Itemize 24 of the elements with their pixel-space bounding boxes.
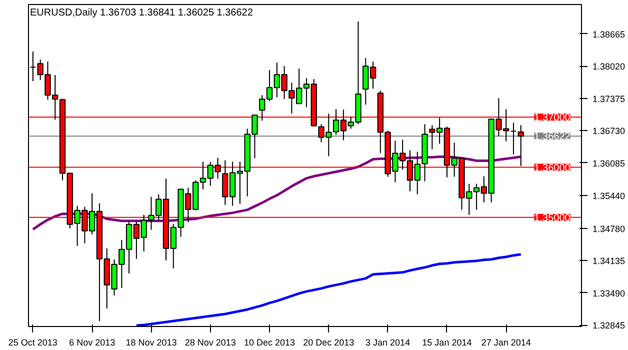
x-tick-label: 15 Jan 2014: [422, 338, 472, 348]
x-tick-label: 10 Dec 2013: [244, 338, 296, 348]
chart-title: EURUSD,Daily 1.36703 1.36841 1.36025 1.36622: [30, 8, 254, 18]
y-tick-label: 1.37375: [592, 94, 626, 104]
x-tick-label: 3 Jan 2014: [366, 338, 410, 348]
y-tick-label: 1.33490: [592, 288, 626, 298]
x-tick-label: 6 Nov 2013: [69, 338, 116, 348]
y-tick-label: 1.32845: [592, 320, 626, 331]
x-tick-label: 25 Oct 2013: [8, 338, 58, 348]
x-tick-label: 20 Dec 2013: [303, 338, 354, 348]
ref-line-label: 1.36000: [534, 162, 571, 174]
y-tick-label: 1.36085: [592, 158, 626, 168]
y-tick-label: 1.34135: [592, 256, 626, 266]
x-tick-label: 28 Nov 2013: [184, 338, 236, 348]
y-tick-label: 1.35440: [592, 190, 626, 201]
y-tick-label: 1.36730: [592, 126, 626, 136]
y-tick-label: 1.34780: [592, 224, 626, 234]
y-tick-label: 1.38665: [592, 29, 626, 40]
y-tick-label: 1.38020: [592, 62, 626, 72]
ref-line-label: 1.35000: [534, 212, 571, 224]
line-series: [135, 253, 522, 326]
x-tick-label: 27 Jan 2014: [481, 338, 531, 348]
x-tick-label: 18 Nov 2013: [126, 338, 177, 348]
candlestick: [510, 122, 517, 155]
